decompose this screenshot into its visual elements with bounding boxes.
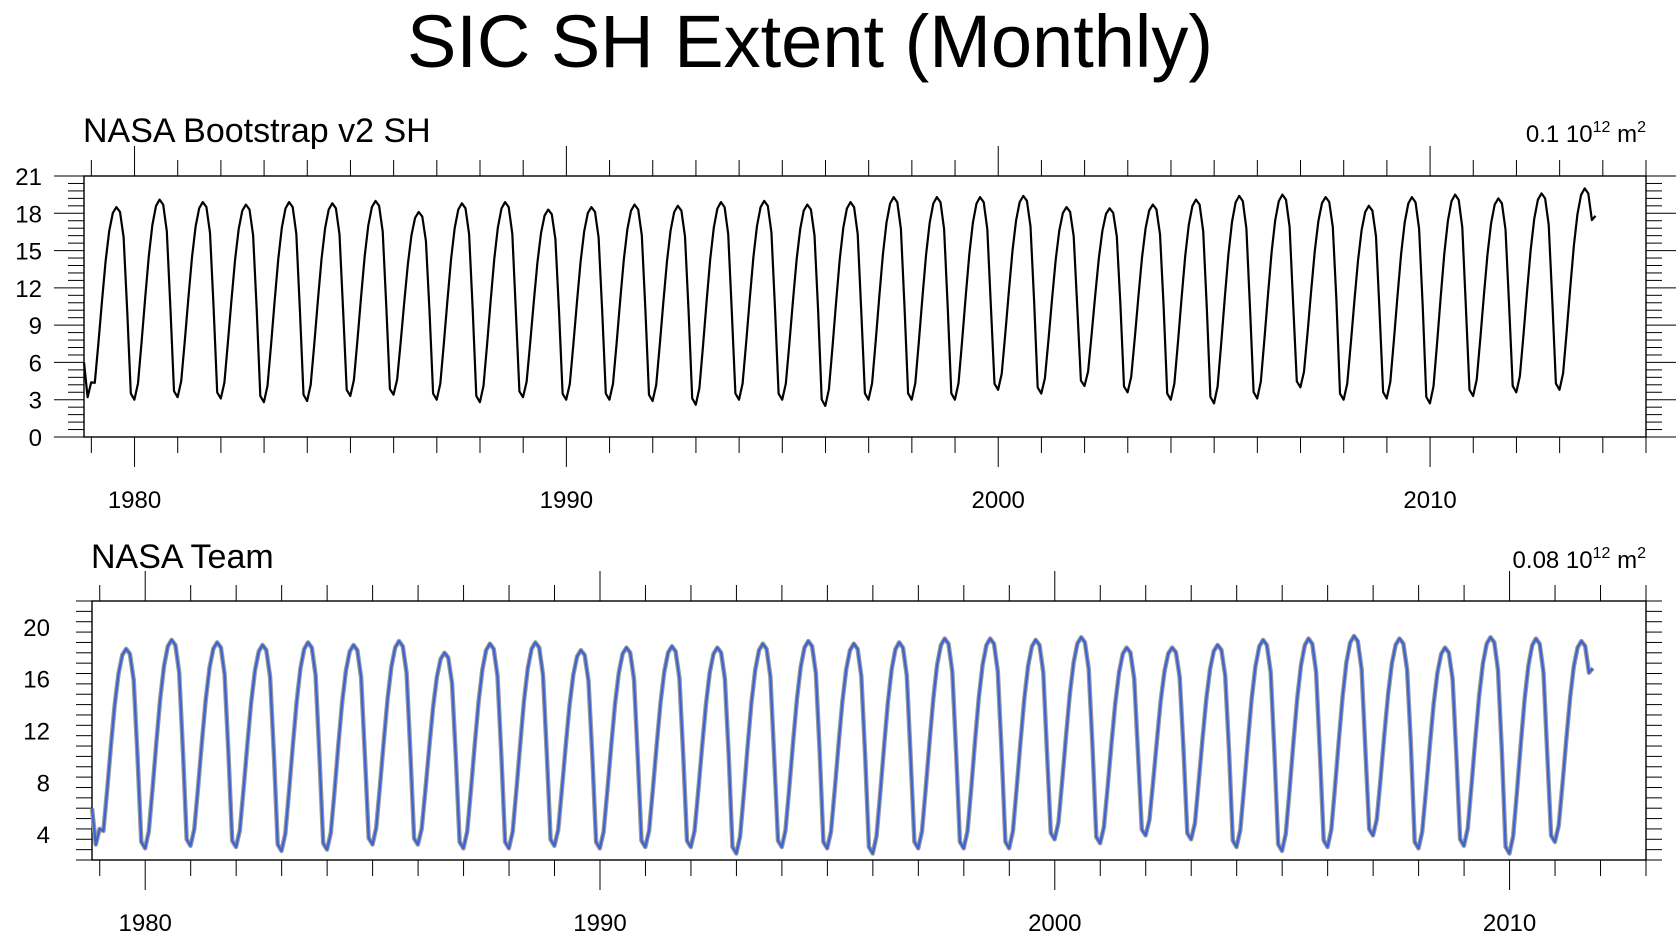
units-exponent: 12 (1593, 545, 1611, 562)
y-tick-label: 18 (15, 201, 42, 228)
units-m: m (1610, 547, 1637, 574)
y-tick-label: 9 (29, 313, 42, 340)
x-tick-label: 2010 (1483, 910, 1536, 937)
x-tick-label: 1980 (119, 910, 172, 937)
x-tick-label: 1980 (108, 487, 161, 514)
panel-units: 0.08 1012 m2 (1513, 545, 1647, 574)
panel-title: NASA Team (91, 538, 274, 576)
units-m: m (1610, 121, 1637, 148)
panel-units: 0.1 1012 m2 (1526, 119, 1646, 148)
series-line (90, 634, 1594, 855)
y-tick-label: 0 (29, 425, 42, 452)
y-tick-label: 12 (15, 276, 42, 303)
units-base: 0.08 10 (1513, 547, 1593, 574)
y-tick-label: 4 (37, 822, 50, 849)
y-tick-label: 12 (23, 719, 50, 746)
panel-title: NASA Bootstrap v2 SH (83, 112, 431, 150)
series-line (82, 187, 1597, 407)
y-tick-label: 20 (23, 615, 50, 642)
y-tick-label: 16 (23, 667, 50, 694)
figure-title: SIC SH Extent (Monthly) (406, 0, 1213, 83)
units-exponent-2: 2 (1637, 119, 1646, 136)
units-base: 0.1 10 (1526, 121, 1593, 148)
series-line-shadow (89, 633, 1595, 856)
y-tick-label: 3 (29, 388, 42, 415)
panel-bootstrap: NASA Bootstrap v2 SH 0.1 1012 m2036912151… (15, 112, 1676, 514)
x-tick-label: 2000 (972, 487, 1025, 514)
x-tick-label: 2010 (1403, 487, 1456, 514)
units-exponent-2: 2 (1637, 545, 1646, 562)
plot-frame (83, 175, 1647, 438)
y-tick-label: 8 (37, 770, 50, 797)
x-tick-label: 2000 (1028, 910, 1081, 937)
y-tick-label: 15 (15, 239, 42, 266)
plot-frame (91, 600, 1647, 861)
x-tick-label: 1990 (540, 487, 593, 514)
x-tick-label: 1990 (573, 910, 626, 937)
units-exponent: 12 (1593, 119, 1611, 136)
y-tick-label: 6 (29, 350, 42, 377)
y-tick-label: 21 (15, 164, 42, 191)
